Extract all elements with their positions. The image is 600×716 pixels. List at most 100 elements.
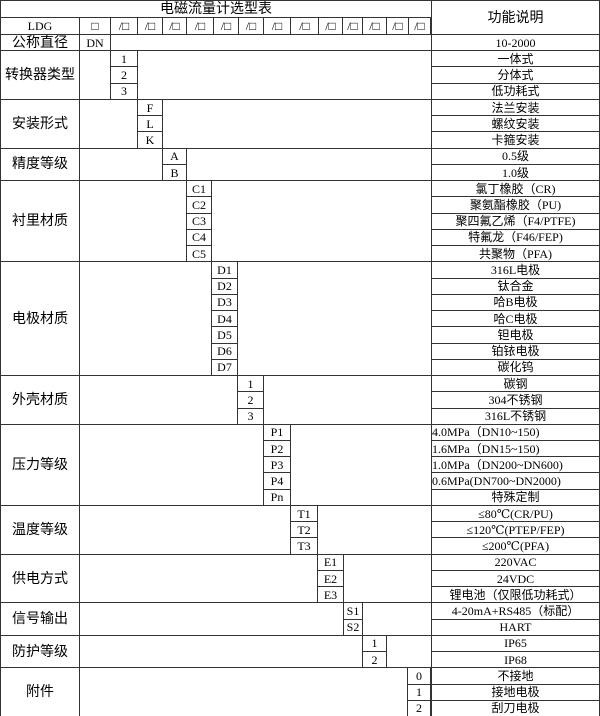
option-code: B [162,163,187,182]
blank-cell [317,504,432,555]
row-label: 压力等级 [0,423,80,506]
code-slot: /□ [386,17,409,35]
option-code: C1 [186,180,212,198]
option-code: C3 [186,212,212,230]
option-description: 316L电极 [431,261,600,279]
option-description: 钽电极 [431,326,600,344]
option-code: P4 [263,472,291,490]
option-description: 一体式 [431,50,600,68]
option-description: 接地电极 [431,683,600,701]
option-description: ≤200℃(PFA) [431,537,600,555]
code-slot: /□ [408,17,431,35]
code-slot: /□ [290,17,319,35]
blank-cell [79,667,408,716]
row-label: 外壳材质 [0,375,80,425]
option-code: C4 [186,228,212,247]
code-slot: /□ [213,17,239,35]
option-description: 卡箍安装 [431,131,600,149]
option-code: 1 [237,375,264,393]
blank-cell [79,180,187,263]
table-title: 电磁流量计选型表 [0,0,432,18]
option-code: A [162,147,187,165]
option-code: 2 [110,66,138,84]
option-code: T3 [290,537,318,555]
blank-cell [263,375,432,425]
code-slot: /□ [263,17,291,35]
option-code: S1 [343,602,363,620]
option-code: 1 [110,50,138,68]
row-label: 供电方式 [0,553,80,604]
option-code: S2 [343,618,363,636]
row-label: 电极材质 [0,261,80,377]
code-slot: /□ [362,17,387,35]
option-code: 1 [407,683,431,701]
option-description: 聚氨酯橡胶（PU) [431,196,600,214]
option-code: P3 [263,456,291,474]
blank-cell [162,98,432,149]
option-code: D5 [211,326,238,344]
option-description: IP65 [431,634,600,653]
option-description: 不接地 [431,667,600,685]
option-description: 220VAC [431,553,600,571]
option-description: 哈B电极 [431,293,600,312]
blank-cell [79,423,264,506]
option-description: 24VDC [431,569,600,588]
option-code: C5 [186,245,212,263]
option-code: D4 [211,310,238,328]
row-label: 防护等级 [0,634,80,669]
option-code: 2 [362,651,387,669]
blank-cell [79,504,291,555]
option-description: 氯丁橡胶（CR) [431,180,600,198]
blank-cell [79,375,238,425]
option-description: 螺纹安装 [431,115,600,133]
blank-cell [79,553,318,604]
row-label: 衬里材质 [0,180,80,263]
option-description: 特氟龙（F46/FEP) [431,228,600,247]
code-slot: /□ [137,17,163,35]
option-description: HART [431,618,600,636]
option-code: 3 [110,82,138,100]
blank-cell [79,261,212,377]
option-code: D1 [211,261,238,279]
option-description: 低功耗式 [431,82,600,100]
option-description: 1.0级 [431,163,600,182]
option-code: Pn [263,488,291,506]
option-code: D3 [211,293,238,312]
option-description: ≤80℃(CR/PU) [431,504,600,523]
code-dn: DN [79,34,111,52]
code-slot: /□ [186,17,214,35]
option-description: 碳钢 [431,375,600,393]
option-description: 聚四氟乙烯（F4/PTFE) [431,212,600,230]
option-description: 4-20mA+RS485（标配） [431,602,600,620]
blank-cell [110,34,432,52]
row-label: 安装形式 [0,98,80,149]
code-slot: /□ [318,17,343,35]
option-code: 3 [237,407,264,425]
code-slot: /□ [342,17,363,35]
option-description: 316L不锈钢 [431,407,600,425]
option-code: 2 [407,699,431,716]
code-slot: /□ [162,17,187,35]
row-label: 温度等级 [0,504,80,555]
option-description: 分体式 [431,66,600,84]
option-description: 哈C电极 [431,310,600,328]
blank-cell [186,147,432,182]
blank-cell [211,180,432,263]
description-header: 功能说明 [431,0,600,35]
option-code: D6 [211,342,238,360]
code-slot: /□ [238,17,264,35]
description: 10-2000 [431,34,600,52]
blank-cell [79,98,138,149]
option-description: 刮刀电极 [431,699,600,716]
option-description: 法兰安装 [431,98,600,117]
option-description: IP68 [431,651,600,669]
blank-cell [79,147,163,182]
option-code: C2 [186,196,212,214]
option-code: 1 [362,634,387,653]
model-code: LDG [0,17,80,35]
option-description: 1.0MPa（DN200~DN600) [431,456,600,474]
option-description: 共聚物（PFA) [431,245,600,263]
row-label-nominal-diameter: 公称直径 [0,34,80,52]
option-description: 锂电池（仅限低功耗式） [431,586,600,604]
